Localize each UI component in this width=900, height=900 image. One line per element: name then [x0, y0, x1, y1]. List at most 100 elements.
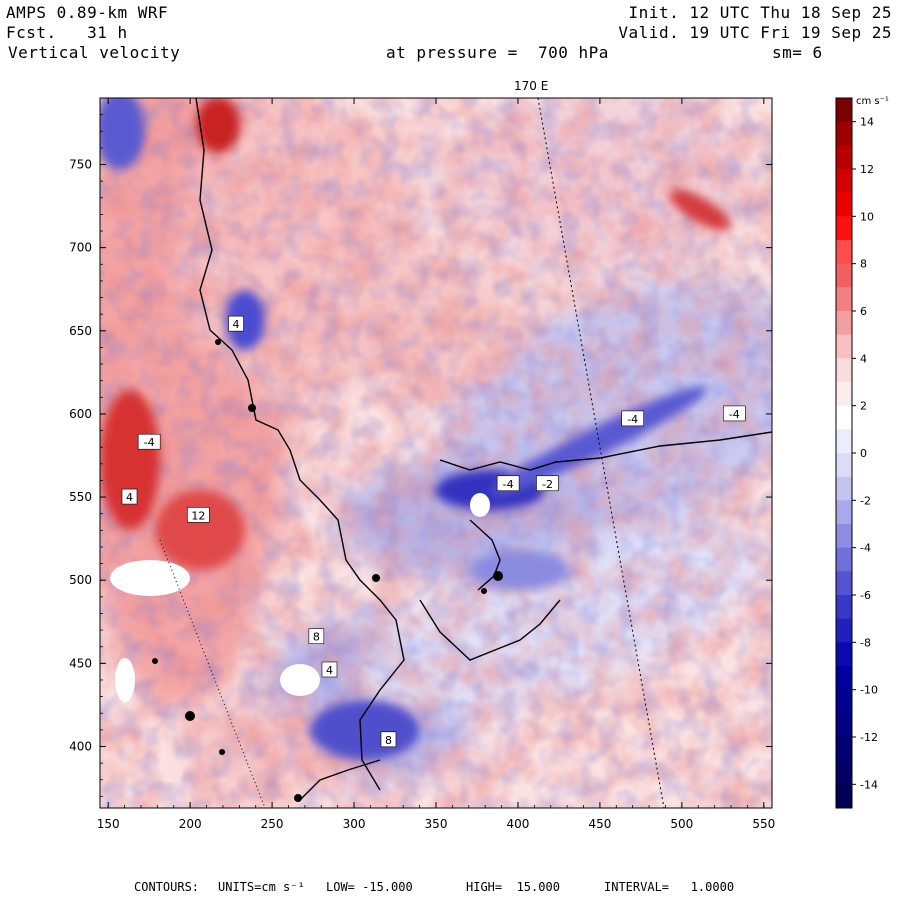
- x-tick-label: 300: [343, 817, 366, 831]
- x-tick-label: 400: [506, 817, 529, 831]
- colorbar-swatch: [836, 760, 852, 785]
- x-tick-label: 200: [179, 817, 202, 831]
- contour-label-box: [621, 410, 644, 427]
- colorbar-swatch: [836, 382, 852, 407]
- colorbar-swatch: [836, 453, 852, 478]
- colorbar-swatch: [836, 358, 852, 383]
- contour-label-box: [308, 628, 325, 645]
- contour-label: -4: [503, 478, 514, 491]
- colorbar-swatch: [836, 500, 852, 525]
- colorbar-swatch: [836, 311, 852, 336]
- contour-label-box: [496, 475, 520, 492]
- forecast-hour: Fcst. 31 h: [6, 23, 128, 42]
- x-tick-label: 350: [425, 817, 448, 831]
- colorbar-swatch: [836, 334, 852, 359]
- colorbar-tick-label: 12: [860, 163, 874, 176]
- contour-label: -2: [542, 478, 553, 491]
- colorbar-swatch: [836, 666, 852, 691]
- colorbar-swatch: [836, 216, 852, 241]
- colorbar-tick-label: 2: [860, 400, 867, 413]
- colorbar-swatch: [836, 689, 852, 714]
- colorbar-swatch: [836, 571, 852, 596]
- y-tick-label: 600: [69, 407, 92, 421]
- footer-high: HIGH= 15.000: [466, 880, 560, 894]
- contour-label-box: [536, 475, 559, 492]
- colorbar-swatch: [836, 642, 852, 667]
- footer-units: UNITS=cm s⁻¹: [218, 880, 305, 894]
- colorbar-swatch: [836, 240, 852, 265]
- x-tick-label: 250: [261, 817, 284, 831]
- y-tick-label: 650: [69, 324, 92, 338]
- colorbar-swatch: [836, 713, 852, 738]
- colorbar-tick-label: -10: [860, 684, 878, 697]
- x-tick-label: 450: [588, 817, 611, 831]
- contour-label-box: [723, 405, 746, 422]
- colorbar-swatch: [836, 618, 852, 643]
- footer-low: LOW= -15.000: [326, 880, 413, 894]
- smoothing-value: sm= 6: [772, 43, 823, 62]
- colorbar-swatch: [836, 737, 852, 762]
- colorbar-tick-label: -14: [860, 778, 878, 791]
- colorbar-swatch: [836, 476, 852, 501]
- y-tick-label: 500: [69, 573, 92, 587]
- y-tick-label: 700: [69, 241, 92, 255]
- colorbar-swatch: [836, 169, 852, 194]
- contour-label: -4: [144, 436, 155, 449]
- colorbar-swatch: [836, 429, 852, 454]
- pressure-level: at pressure = 700 hPa: [386, 43, 609, 62]
- meridian-label: 170 E: [514, 79, 548, 93]
- contour-label: 8: [385, 734, 392, 747]
- contour-label: 8: [313, 631, 320, 644]
- contour-label-box: [187, 507, 210, 523]
- contour-label-box: [380, 731, 397, 748]
- colorbar-swatch: [836, 524, 852, 549]
- x-tick-label: 500: [670, 817, 693, 831]
- init-time: Init. 12 UTC Thu 18 Sep 25: [628, 3, 892, 22]
- contour-label-box: [228, 315, 244, 332]
- colorbar-swatch: [836, 145, 852, 170]
- x-tick-label: 550: [752, 817, 775, 831]
- contour-label: -4: [729, 408, 740, 421]
- colorbar-tick-label: -2: [860, 494, 871, 507]
- colorbar-swatch: [836, 263, 852, 288]
- field-shading: [100, 98, 772, 808]
- colorbar-swatch: [836, 405, 852, 430]
- contour-label: 4: [326, 664, 333, 677]
- contour-label: -4: [627, 413, 638, 426]
- colorbar-tick-label: 8: [860, 258, 867, 271]
- y-tick-label: 550: [69, 490, 92, 504]
- colorbar-swatch: [836, 121, 852, 146]
- colorbar-tick-label: -8: [860, 636, 871, 649]
- colorbar-tick-label: -4: [860, 542, 871, 555]
- colorbar-swatch: [836, 192, 852, 217]
- contour-label-box: [121, 488, 138, 505]
- footer-contours: CONTOURS:: [134, 880, 200, 894]
- colorbar-tick-label: -12: [860, 731, 878, 744]
- y-tick-label: 750: [69, 158, 92, 172]
- colorbar-tick-label: -6: [860, 589, 871, 602]
- y-tick-label: 450: [69, 656, 92, 670]
- axes: 150 200 250 300 350 400 450 500 550 400 450 500 550 6…: [69, 97, 775, 831]
- colorbar-units: cm s⁻¹: [856, 96, 889, 107]
- contour-label: 12: [191, 509, 205, 522]
- valid-time: Valid. 19 UTC Fri 19 Sep 25: [618, 23, 892, 42]
- contour-labels: 4 12 4 4 8 -4 -2 -4 -4 8 -4: [121, 315, 746, 748]
- x-tick-label: 150: [97, 817, 120, 831]
- model-title: AMPS 0.89-km WRF: [6, 3, 169, 22]
- footer-interval: INTERVAL= 1.0000: [604, 880, 735, 894]
- colorbar-swatch: [836, 547, 852, 572]
- colorbar-tick-label: 14: [860, 116, 874, 129]
- colorbar-swatch: [836, 784, 852, 809]
- colorbar: 14 12 10 8 6 4 2 0 -2 -4 -6 -8 -10 -12 -14: [835, 97, 878, 809]
- contour-label-box: [321, 661, 338, 678]
- colorbar-tick-label: 0: [860, 447, 867, 460]
- contour-label: 4: [233, 318, 240, 331]
- field-name: Vertical velocity: [8, 43, 181, 62]
- colorbar-swatch: [836, 287, 852, 312]
- y-tick-label: 400: [69, 739, 92, 753]
- colorbar-tick-label: 4: [860, 352, 867, 365]
- colorbar-swatch: [836, 98, 852, 123]
- contour-label-box: [137, 433, 161, 450]
- colorbar-swatch: [836, 595, 852, 620]
